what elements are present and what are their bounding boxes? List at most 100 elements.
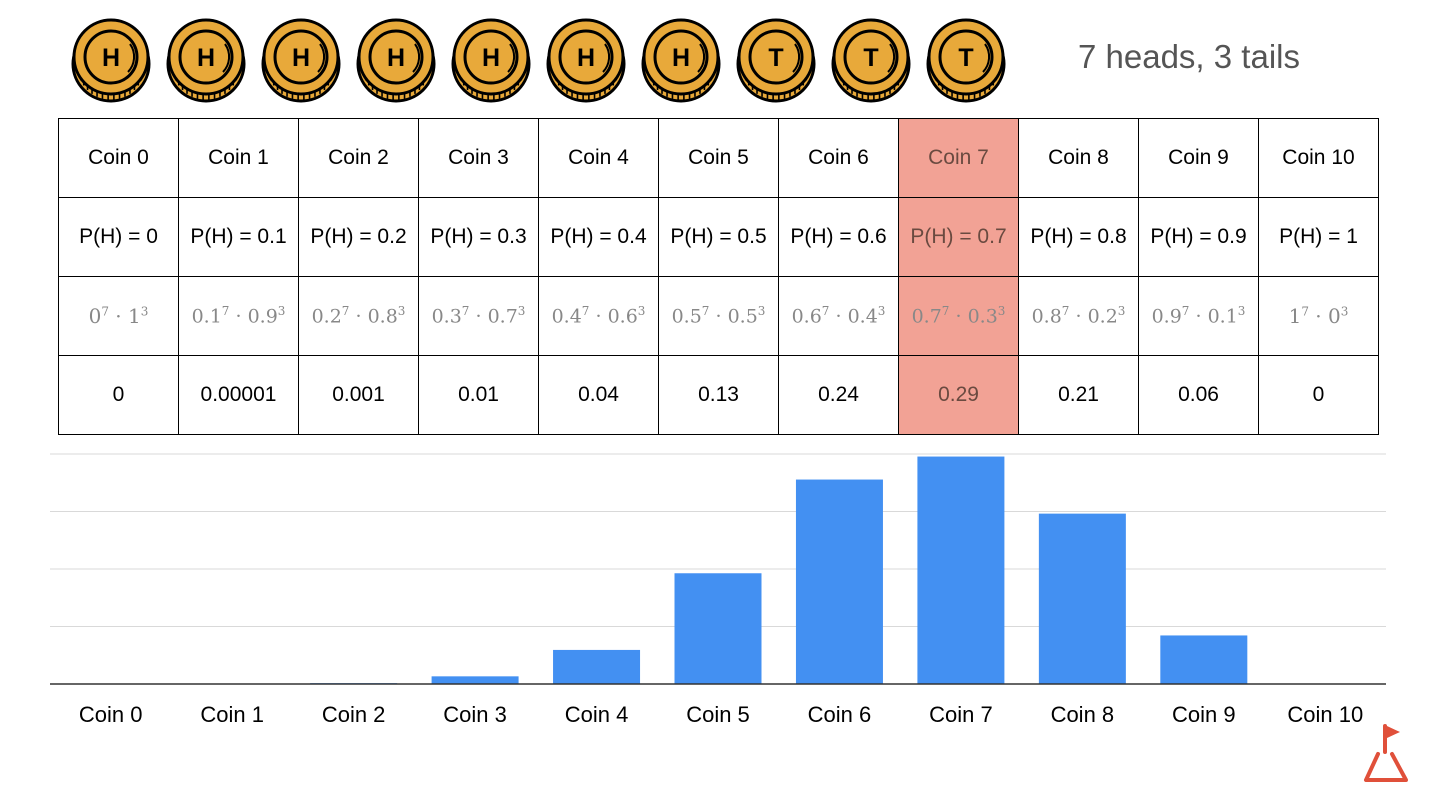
coin-face-letter: H — [672, 44, 690, 72]
coin-heads-icon: H — [163, 16, 249, 104]
formula-heads-base: 0 — [89, 304, 102, 328]
formula-tails-base: 0.1 — [1208, 306, 1238, 328]
likelihood-cell: 0 — [59, 356, 179, 435]
formula-cell: 0.57 · 0.53 — [659, 277, 779, 356]
x-tick-label: Coin 6 — [808, 702, 872, 727]
x-tick-label: Coin 4 — [565, 702, 629, 727]
probability-cell: P(H) = 1 — [1259, 198, 1379, 277]
formula-heads-base: 0.3 — [432, 306, 462, 328]
formula-tails-exponent: 3 — [878, 304, 886, 318]
bar-coin-9 — [1160, 635, 1247, 684]
probability-cell: P(H) = 0.7 — [899, 198, 1019, 277]
formula-dot: · — [1069, 306, 1087, 328]
formula-tails-exponent: 3 — [141, 304, 149, 318]
formula-tails-base: 1 — [128, 304, 141, 328]
formula-cell: 0.77 · 0.33 — [899, 277, 1019, 356]
coin-name-cell: Coin 5 — [659, 119, 779, 198]
formula-dot: · — [589, 306, 607, 328]
probability-cell: P(H) = 0.1 — [179, 198, 299, 277]
likelihood-cell: 0.24 — [779, 356, 899, 435]
formula-heads-base: 0.9 — [1152, 306, 1182, 328]
formula-cell: 0.37 · 0.73 — [419, 277, 539, 356]
formula-tails-exponent: 3 — [518, 304, 526, 318]
formula-cell: 0.97 · 0.13 — [1139, 277, 1259, 356]
coin-name-cell: Coin 7 — [899, 119, 1019, 198]
formula-dot: · — [229, 306, 247, 328]
formula-tails-exponent: 3 — [998, 304, 1006, 318]
formula-tails-base: 0.8 — [368, 306, 398, 328]
formula-tails-exponent: 3 — [398, 304, 406, 318]
formula-dot: · — [109, 304, 128, 328]
formula-heads-base: 0.1 — [192, 306, 222, 328]
bar-coin-7 — [917, 457, 1004, 684]
formula-dot: · — [469, 306, 487, 328]
coin-name-cell: Coin 8 — [1019, 119, 1139, 198]
probability-cell: P(H) = 0.8 — [1019, 198, 1139, 277]
coin-face-letter: H — [102, 44, 120, 72]
formula-tails-base: 0.3 — [968, 306, 998, 328]
coin-name-cell: Coin 0 — [59, 119, 179, 198]
formula-tails-base: 0.4 — [848, 306, 878, 328]
coin-tails-icon: T — [923, 16, 1009, 104]
coin-tails-icon: T — [828, 16, 914, 104]
likelihood-cell: 0.01 — [419, 356, 539, 435]
coin-heads-icon: H — [68, 16, 154, 104]
formula-cell: 07 · 13 — [59, 277, 179, 356]
coin-heads-icon: H — [448, 16, 534, 104]
formula-tails-base: 0 — [1328, 304, 1341, 328]
probability-cell: P(H) = 0.9 — [1139, 198, 1259, 277]
bar-coin-8 — [1039, 514, 1126, 684]
coin-heads-icon: H — [258, 16, 344, 104]
likelihood-cell: 0 — [1259, 356, 1379, 435]
coin-face-letter: T — [958, 44, 973, 72]
coin-face-letter: H — [197, 44, 215, 72]
formula-tails-exponent: 3 — [1341, 304, 1349, 318]
formula-cell: 17 · 03 — [1259, 277, 1379, 356]
bar-coin-6 — [796, 480, 883, 684]
formula-tails-exponent: 3 — [758, 304, 766, 318]
formula-cell: 0.87 · 0.23 — [1019, 277, 1139, 356]
formula-tails-base: 0.5 — [728, 306, 758, 328]
coin-name-cell: Coin 2 — [299, 119, 419, 198]
coin-name-cell: Coin 6 — [779, 119, 899, 198]
formula-dot: · — [1309, 304, 1328, 328]
coin-face-letter: T — [768, 44, 783, 72]
x-tick-label: Coin 5 — [686, 702, 750, 727]
formula-cell: 0.27 · 0.83 — [299, 277, 419, 356]
formula-tails-exponent: 3 — [1238, 304, 1246, 318]
formula-tails-exponent: 3 — [638, 304, 646, 318]
coin-name-cell: Coin 3 — [419, 119, 539, 198]
coin-face-letter: H — [292, 44, 310, 72]
formula-heads-exponent: 7 — [101, 304, 109, 318]
probability-cell: P(H) = 0.6 — [779, 198, 899, 277]
probability-cell: P(H) = 0 — [59, 198, 179, 277]
formula-tails-exponent: 3 — [1118, 304, 1126, 318]
formula-heads-base: 0.7 — [912, 306, 942, 328]
probability-cell: P(H) = 0.3 — [419, 198, 539, 277]
probability-cell: P(H) = 0.4 — [539, 198, 659, 277]
coin-face-letter: H — [387, 44, 405, 72]
bar-coin-4 — [553, 650, 640, 684]
coin-heads-icon: H — [543, 16, 629, 104]
formula-heads-base: 0.8 — [1032, 306, 1062, 328]
formula-cell: 0.47 · 0.63 — [539, 277, 659, 356]
formula-dot: · — [949, 306, 967, 328]
likelihood-cell: 0.13 — [659, 356, 779, 435]
formula-dot: · — [829, 306, 847, 328]
formula-heads-base: 0.4 — [552, 306, 582, 328]
formula-tails-base: 0.2 — [1088, 306, 1118, 328]
formula-cell: 0.67 · 0.43 — [779, 277, 899, 356]
likelihood-cell: 0.00001 — [179, 356, 299, 435]
bars — [189, 457, 1248, 684]
x-tick-label: Coin 10 — [1287, 702, 1363, 727]
probability-cell: P(H) = 0.2 — [299, 198, 419, 277]
formula-tails-base: 0.6 — [608, 306, 638, 328]
formula-heads-base: 1 — [1289, 304, 1302, 328]
coin-name-cell: Coin 1 — [179, 119, 299, 198]
